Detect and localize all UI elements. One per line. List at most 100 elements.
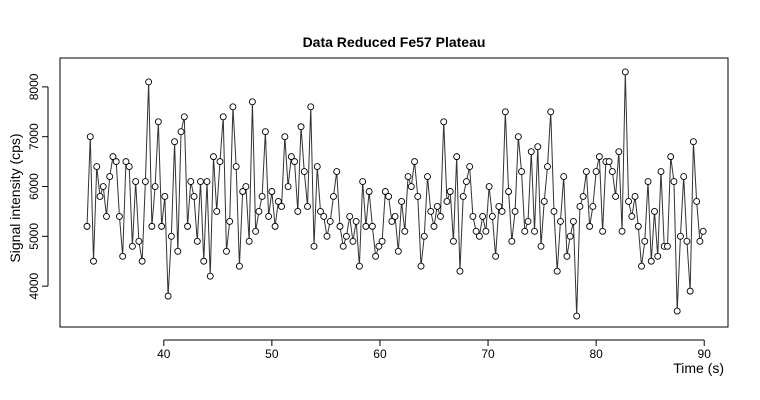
data-point (213, 207, 221, 215)
data-point (569, 217, 577, 225)
data-point (330, 193, 337, 200)
x-tick-label: 70 (481, 347, 495, 361)
data-point (414, 193, 422, 200)
data-point (508, 237, 516, 245)
data-point (359, 178, 367, 185)
data-point (258, 193, 266, 200)
data-point (654, 252, 662, 260)
data-point (216, 158, 224, 166)
data-point (226, 217, 234, 225)
data-point (242, 183, 250, 190)
plot-box (59, 57, 729, 328)
data-point (605, 158, 613, 166)
data-point (582, 168, 590, 176)
data-point (248, 98, 256, 106)
y-tick-label: 6000 (27, 173, 41, 200)
data-point (430, 222, 438, 230)
data-point (676, 232, 684, 240)
data-point (112, 158, 120, 166)
data-point (323, 232, 331, 240)
data-point (407, 183, 415, 190)
data-point (524, 217, 532, 225)
data-point (615, 148, 623, 156)
data-point (291, 158, 299, 166)
data-point (158, 222, 166, 230)
data-point (424, 173, 431, 181)
data-point (281, 133, 289, 141)
data-point (261, 128, 269, 136)
data-point (501, 108, 509, 116)
data-point (86, 133, 94, 141)
data-point (245, 237, 253, 245)
data-point (394, 247, 402, 255)
data-point (625, 198, 633, 205)
data-point (297, 123, 305, 131)
data-point (132, 178, 140, 185)
data-point (372, 252, 380, 260)
data-point (479, 212, 487, 220)
data-point (336, 222, 344, 230)
data-point (647, 257, 655, 265)
data-point (342, 232, 350, 240)
data-point (184, 222, 191, 230)
data-point (488, 212, 496, 220)
data-point (686, 287, 694, 295)
data-point (391, 212, 399, 220)
data-point (304, 202, 311, 210)
data-point (560, 173, 568, 181)
data-point (466, 163, 474, 171)
data-point (287, 153, 295, 161)
data-point (190, 193, 198, 200)
data-point (417, 262, 425, 270)
data-point (592, 168, 600, 176)
data-point (326, 217, 334, 225)
x-axis-label: Time (s) (673, 360, 724, 376)
data-point (320, 212, 328, 220)
data-point (696, 237, 704, 245)
data-point (550, 207, 558, 215)
data-point (612, 193, 620, 200)
data-point (223, 247, 230, 255)
data-point (401, 227, 409, 235)
data-point (485, 183, 493, 190)
data-point (219, 113, 227, 121)
data-point (271, 222, 279, 230)
data-point (521, 227, 529, 235)
data-point (122, 158, 130, 166)
data-point (203, 178, 211, 185)
data-point (93, 163, 101, 171)
data-point (278, 202, 286, 210)
data-point (589, 202, 597, 210)
data-point (164, 292, 172, 300)
data-point (229, 103, 237, 111)
x-tick-label: 60 (373, 347, 387, 361)
data-point (498, 207, 506, 215)
data-point (151, 183, 159, 190)
y-tick-label: 8000 (27, 73, 41, 100)
data-point (599, 227, 607, 235)
data-point (670, 178, 678, 185)
data-point (534, 143, 542, 151)
data-point (310, 242, 318, 250)
data-point (680, 173, 688, 181)
data-point (200, 257, 208, 265)
data-point (449, 237, 457, 245)
data-point (462, 178, 470, 185)
data-point (433, 202, 441, 210)
data-point (631, 193, 639, 200)
chart-title: Data Reduced Fe57 Plateau (303, 34, 486, 50)
data-point (125, 163, 133, 171)
data-point (138, 257, 146, 265)
data-point (187, 178, 195, 185)
data-point (586, 222, 594, 230)
data-point (284, 183, 292, 190)
data-point (346, 212, 354, 220)
data-point (456, 267, 464, 275)
data-point (317, 207, 324, 215)
data-point (446, 188, 454, 195)
data-point (544, 163, 551, 171)
data-point (96, 193, 104, 200)
data-point (83, 222, 91, 230)
data-point (365, 188, 373, 195)
y-tick-label: 7000 (27, 123, 41, 150)
